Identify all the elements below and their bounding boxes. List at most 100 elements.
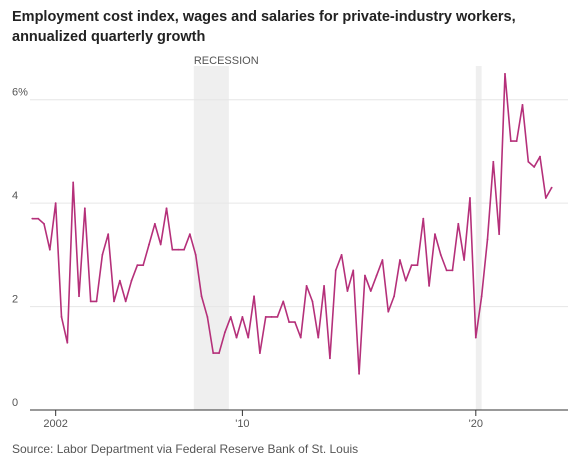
recession-band-1 bbox=[193, 66, 229, 410]
data-point bbox=[66, 341, 69, 344]
data-point bbox=[486, 238, 489, 241]
data-point bbox=[101, 253, 104, 256]
data-point bbox=[480, 295, 483, 298]
data-point bbox=[118, 279, 121, 282]
data-point bbox=[521, 103, 524, 106]
data-point bbox=[474, 336, 477, 339]
data-point bbox=[171, 248, 174, 251]
data-point bbox=[148, 243, 150, 246]
data-point bbox=[334, 269, 337, 272]
data-point bbox=[416, 264, 419, 267]
data-point bbox=[183, 248, 185, 251]
data-point bbox=[153, 222, 156, 225]
data-point bbox=[544, 197, 547, 199]
data-point bbox=[504, 72, 506, 75]
data-point bbox=[323, 284, 325, 287]
data-point bbox=[428, 284, 431, 287]
data-point bbox=[311, 300, 314, 303]
data-point bbox=[60, 316, 63, 318]
data-point bbox=[259, 352, 261, 355]
data-point bbox=[124, 300, 127, 303]
data-point bbox=[381, 259, 384, 261]
data-point bbox=[107, 233, 110, 236]
data-point bbox=[305, 284, 308, 287]
data-point bbox=[515, 140, 518, 142]
y-tick-label: 6% bbox=[12, 87, 28, 99]
data-point bbox=[393, 295, 396, 298]
data-point bbox=[83, 207, 86, 210]
y-tick-label: 4 bbox=[12, 190, 18, 202]
series-line-1 bbox=[32, 73, 553, 375]
data-point bbox=[439, 253, 442, 256]
data-point bbox=[89, 300, 92, 303]
recession-band-2 bbox=[475, 66, 482, 410]
data-point bbox=[253, 295, 255, 298]
data-point bbox=[37, 217, 40, 220]
data-point bbox=[229, 316, 232, 318]
data-point bbox=[410, 264, 413, 267]
data-point bbox=[469, 197, 471, 199]
data-point bbox=[43, 222, 45, 225]
y-tick-labels: 0 2 4 6% bbox=[12, 87, 28, 409]
data-point bbox=[463, 259, 466, 261]
data-point bbox=[165, 207, 168, 210]
data-point bbox=[294, 321, 296, 323]
data-point bbox=[364, 274, 366, 277]
data-point bbox=[457, 222, 460, 225]
x-tick-label: 2002 bbox=[43, 418, 67, 430]
data-point bbox=[270, 316, 273, 318]
data-point bbox=[498, 233, 501, 236]
data-point bbox=[194, 253, 197, 256]
data-point bbox=[130, 279, 133, 282]
data-point bbox=[369, 290, 372, 292]
data-point bbox=[340, 253, 343, 256]
data-point bbox=[206, 316, 209, 318]
data-point bbox=[31, 217, 34, 220]
data-point bbox=[399, 259, 401, 261]
data-point bbox=[445, 269, 448, 272]
data-point bbox=[299, 336, 302, 339]
data-point bbox=[95, 300, 98, 303]
chart-title: Employment cost index, wages and salarie… bbox=[12, 9, 516, 45]
data-point bbox=[247, 336, 250, 339]
data-point bbox=[533, 166, 536, 168]
data-point bbox=[212, 352, 215, 355]
data-point bbox=[142, 264, 145, 267]
y-tick-label: 2 bbox=[12, 294, 18, 306]
data-point bbox=[288, 321, 290, 323]
data-point bbox=[539, 155, 541, 158]
recession-label: RECESSION bbox=[194, 55, 259, 67]
data-point bbox=[200, 295, 203, 298]
y-gridlines bbox=[30, 99, 568, 308]
data-point bbox=[387, 310, 390, 313]
data-point bbox=[264, 316, 267, 318]
data-point bbox=[527, 160, 530, 163]
data-point bbox=[509, 140, 512, 142]
data-point bbox=[223, 331, 226, 334]
data-point bbox=[136, 264, 139, 267]
data-point bbox=[235, 336, 238, 339]
data-point bbox=[317, 336, 320, 339]
data-point bbox=[177, 248, 180, 251]
data-point bbox=[218, 352, 220, 355]
data-point bbox=[434, 233, 436, 236]
data-point bbox=[422, 217, 425, 220]
data-point bbox=[346, 290, 349, 292]
data-point bbox=[492, 160, 495, 163]
data-point bbox=[78, 295, 80, 298]
data-point bbox=[276, 316, 279, 318]
data-point bbox=[241, 316, 244, 318]
x-tick-label: '10 bbox=[235, 418, 249, 430]
source-note: Source: Labor Department via Federal Res… bbox=[12, 442, 359, 456]
data-point bbox=[375, 274, 378, 277]
data-point bbox=[282, 300, 285, 303]
data-point bbox=[159, 243, 162, 246]
series-layer bbox=[31, 72, 553, 375]
data-point bbox=[352, 269, 355, 272]
data-point bbox=[48, 248, 51, 251]
data-point bbox=[358, 372, 360, 375]
data-point bbox=[113, 300, 115, 303]
data-point bbox=[329, 357, 331, 360]
data-point bbox=[54, 202, 57, 205]
